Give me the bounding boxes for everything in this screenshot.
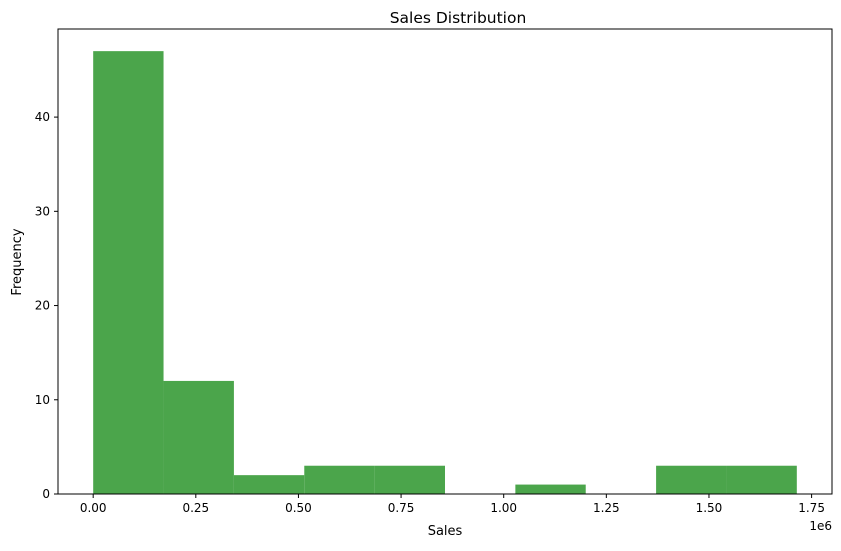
y-tick-label: 0	[42, 487, 50, 501]
x-tick-label: 1.75	[798, 501, 825, 515]
histogram-bar-4	[304, 465, 375, 494]
x-axis-ticks: 0.00 0.25 0.50 0.75 1.00 1.25 1.50 1.75	[80, 494, 825, 515]
x-tick-label: 1.00	[490, 501, 517, 515]
y-tick-label: 30	[35, 204, 50, 218]
x-axis-label: Sales	[428, 524, 463, 539]
x-tick-label: 0.25	[182, 501, 209, 515]
x-tick-label: 1.25	[593, 501, 620, 515]
bars-group	[93, 51, 797, 495]
y-tick-label: 10	[35, 393, 50, 407]
histogram-bar-2	[163, 380, 234, 494]
x-tick-label: 1.50	[696, 501, 723, 515]
histogram-bar-1	[93, 51, 164, 495]
histogram-bar-3	[233, 475, 305, 494]
plot-frame	[57, 28, 833, 495]
y-axis-label: Frequency	[10, 228, 25, 295]
y-axis-ticks: 0 10 20 30 40	[35, 110, 58, 501]
histogram-bar-5	[374, 465, 445, 494]
x-tick-label: 0.00	[80, 501, 107, 515]
x-tick-label: 0.50	[285, 501, 312, 515]
chart-title: Sales Distribution	[390, 9, 527, 27]
histogram-bar-10	[726, 465, 797, 494]
y-tick-label: 20	[35, 299, 50, 313]
histogram-bar-9	[656, 465, 727, 494]
x-axis-offset-label: 1e6	[809, 519, 832, 533]
histogram-bar-7	[515, 484, 586, 494]
x-tick-label: 0.75	[388, 501, 415, 515]
y-tick-label: 40	[35, 110, 50, 124]
